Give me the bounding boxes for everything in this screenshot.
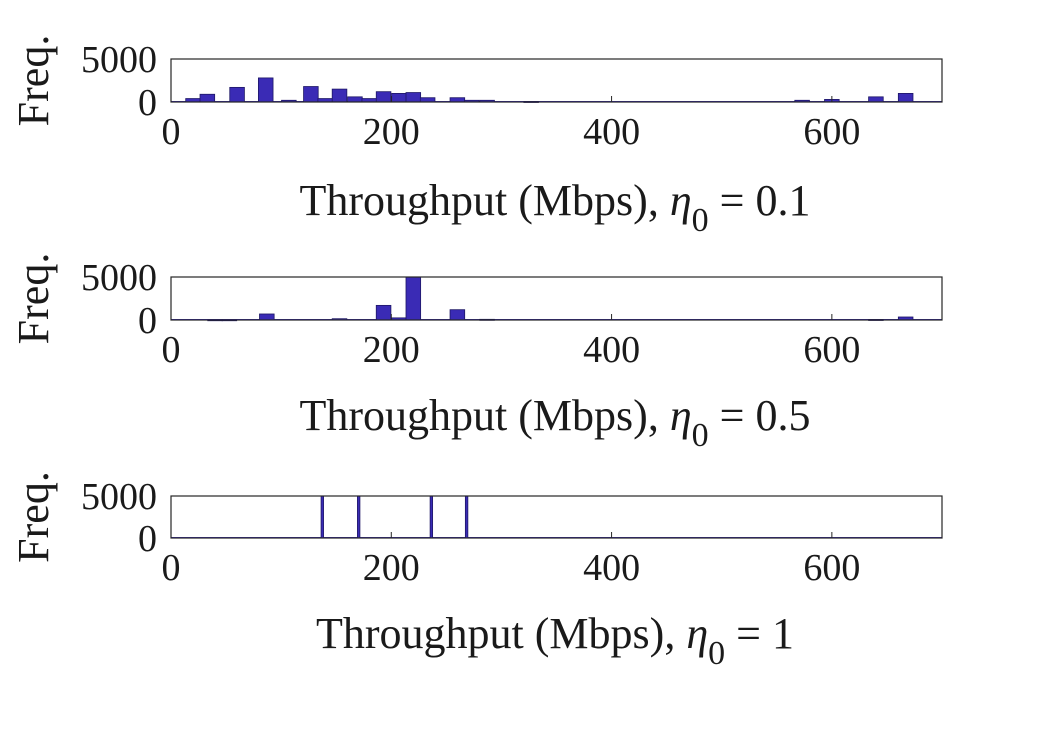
bar-4 [464, 495, 469, 539]
bar-15 [449, 97, 466, 103]
bar-9 [347, 96, 363, 103]
x-tick-label: 600 [803, 547, 860, 589]
bar-2 [199, 93, 216, 103]
bar-8 [331, 88, 348, 103]
x-tick-label: 200 [363, 329, 420, 371]
x-tick-label: 0 [162, 111, 181, 153]
y-axis-label: Freq. [9, 253, 58, 345]
x-tick-label: 400 [583, 329, 640, 371]
y-tick-label: 5000 [81, 476, 157, 518]
x-axis-label: Throughput (Mbps), η0 = 0.1 [300, 176, 811, 239]
bar-3 [429, 495, 434, 539]
bar-3 [229, 86, 245, 103]
bar-5 [375, 304, 392, 321]
bar-6 [303, 86, 319, 103]
bar-8 [449, 309, 466, 321]
y-tick-label: 0 [138, 82, 157, 124]
x-tick-label: 400 [583, 547, 640, 589]
y-tick-label: 5000 [81, 39, 157, 81]
x-tick-label: 0 [162, 547, 181, 589]
x-tick-label: 200 [363, 111, 420, 153]
x-tick-label: 600 [803, 329, 860, 371]
x-tick-label: 0 [162, 329, 181, 371]
bar-11 [375, 91, 392, 103]
y-tick-label: 0 [138, 300, 157, 342]
x-tick-label: 400 [583, 111, 640, 153]
y-axis-label: Freq. [9, 35, 58, 127]
y-tick-label: 0 [138, 518, 157, 560]
axes-box [170, 58, 943, 103]
x-axis-label: Throughput (Mbps), η0 = 0.5 [300, 391, 811, 454]
bar-12 [391, 93, 407, 103]
y-axis-label: Freq. [9, 471, 58, 563]
y-tick-label: 5000 [81, 257, 157, 299]
axes-box [170, 276, 943, 321]
axes-box [170, 495, 943, 539]
bar-22 [897, 93, 914, 103]
x-axis-label: Throughput (Mbps), η0 = 1 [316, 609, 794, 672]
x-tick-label: 600 [803, 111, 860, 153]
bar-3 [259, 313, 275, 321]
bar-2 [357, 495, 361, 539]
bar-1 [320, 495, 324, 539]
bar-7 [405, 276, 422, 321]
x-tick-label: 200 [363, 547, 420, 589]
bar-4 [257, 77, 274, 103]
bar-14 [419, 97, 436, 103]
bar-21 [868, 96, 884, 103]
bar-13 [405, 92, 422, 103]
